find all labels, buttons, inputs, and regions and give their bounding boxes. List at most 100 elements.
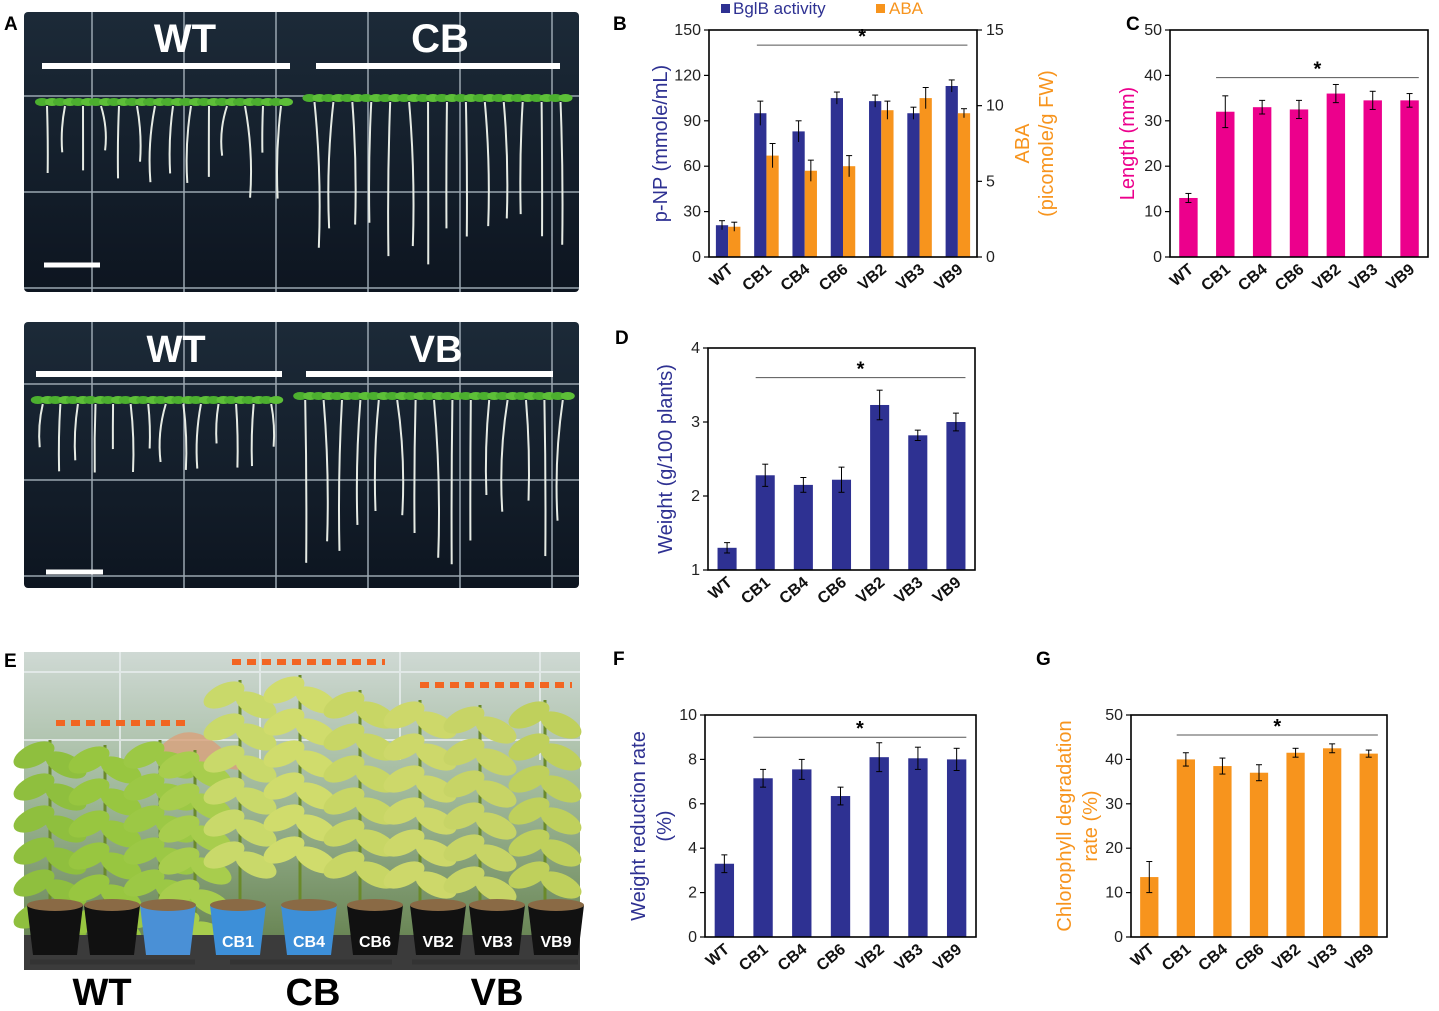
plant-leaf (443, 706, 485, 734)
bar-aba (804, 170, 817, 257)
category-label: VB3 (1347, 261, 1382, 294)
seedling-leaf (241, 396, 256, 404)
y-tick-label: 20 (1144, 158, 1162, 175)
category-label: CB4 (775, 941, 811, 975)
bar-aba (766, 155, 779, 257)
plant-leaf (123, 869, 165, 897)
seedling-leaf (107, 98, 121, 106)
category-label: CB6 (1272, 261, 1308, 295)
seedling-leaf (472, 94, 487, 102)
plot-frame (1130, 714, 1388, 938)
category-label: VB9 (1343, 941, 1378, 974)
seedling-root (464, 101, 468, 237)
pots (27, 899, 584, 955)
plant-leaf (415, 871, 457, 899)
category-label: WT (1128, 941, 1158, 970)
y2-axis-label: ABA (1012, 123, 1034, 164)
plant-leaf (263, 804, 305, 832)
category-label: CB6 (816, 261, 852, 295)
seedling-leaf (71, 98, 85, 106)
category-label: CB6 (814, 941, 850, 975)
seedling-leaf (101, 396, 116, 404)
group-label-vb: VB (471, 972, 524, 1011)
bar-aba (957, 113, 971, 257)
pot-label: CB6 (359, 934, 391, 951)
y-tick-label: 8 (688, 751, 697, 768)
pot-soil (528, 899, 584, 911)
pot (84, 905, 140, 955)
bar (792, 769, 812, 937)
plot-frame (708, 29, 978, 258)
plant-leaf (475, 844, 517, 872)
pot-soil (469, 899, 525, 911)
seedling-leaf (477, 392, 492, 400)
category-label: CB1 (1159, 941, 1195, 975)
plant-leaf (415, 775, 457, 803)
seedling-root (215, 403, 220, 444)
bar (1213, 766, 1232, 937)
plant-leaf (158, 815, 200, 843)
seedling-leaf (532, 392, 547, 400)
seedling-root (148, 105, 156, 183)
seedling-leaf (330, 392, 344, 400)
category-label: CB1 (740, 261, 776, 295)
seedling-leaf (458, 392, 473, 400)
bar (717, 547, 737, 570)
seedling-root (355, 399, 362, 525)
seedling-leaf (279, 98, 293, 106)
bar (908, 758, 928, 937)
plant-leaf (123, 805, 165, 833)
panel-e: E CB1 CB4 CB6 VB2 VB3 VB9 WT CB (4, 651, 584, 1011)
bar-bglb (907, 113, 920, 257)
y-tick-label: 30 (1105, 796, 1123, 813)
chart-d: D WT CB1 CB4 CB6 VB2 VB3 VB9 1 2 3 4 Weight (g/100 p… (615, 328, 976, 608)
plant-leaf (475, 812, 517, 840)
greenhouse-photo: CB1 CB4 CB6 VB2 VB3 VB9 (13, 652, 584, 970)
bar (1323, 748, 1342, 937)
y-tick-label: 3 (691, 414, 700, 431)
plant-leaf (323, 851, 365, 879)
category-label: VB9 (1383, 261, 1418, 294)
seedling-root (387, 101, 392, 257)
plot-frame (1169, 29, 1429, 258)
plant-leaf (323, 819, 365, 847)
y2-tick-label: 5 (986, 173, 995, 190)
seedling-leaf (529, 94, 544, 102)
plate-bottom-photo: WT VB (24, 322, 579, 588)
seedling-root (60, 105, 66, 153)
bar (1249, 772, 1269, 937)
plant-leaf (443, 770, 485, 798)
seedling-leaf (125, 98, 139, 106)
y-tick-label: 60 (683, 158, 701, 175)
seedling-leaf (422, 392, 436, 400)
group-label-cb: CB (286, 972, 341, 1011)
seedling-root (543, 399, 547, 557)
bar (830, 796, 851, 937)
seedling-leaf (311, 392, 326, 400)
pot (347, 905, 403, 955)
panel-a-label: A (4, 14, 18, 35)
plant-leaf (540, 807, 582, 835)
seedling-leaf (83, 396, 98, 404)
bar-bglb (754, 113, 767, 257)
y-tick-label: 40 (1144, 67, 1162, 84)
bar (1289, 109, 1309, 257)
seedling-root (450, 399, 454, 565)
plant-leaf (443, 802, 485, 830)
bar (1359, 753, 1378, 937)
bar-bglb (869, 101, 882, 257)
seedling-root (304, 399, 308, 563)
seedling-leaf (251, 98, 265, 106)
category-label: CB1 (738, 574, 774, 608)
plant-leaf (475, 780, 517, 808)
seedling-root (38, 403, 44, 448)
seedling-leaf (269, 396, 284, 404)
plant-leaf (383, 701, 425, 729)
seedling-leaf (340, 94, 355, 102)
seedling-leaf (434, 94, 449, 102)
seedling-root (195, 403, 202, 469)
y2-tick-label: 15 (986, 22, 1004, 39)
category-label: VB3 (1306, 941, 1341, 974)
plant-leaf (383, 861, 425, 889)
